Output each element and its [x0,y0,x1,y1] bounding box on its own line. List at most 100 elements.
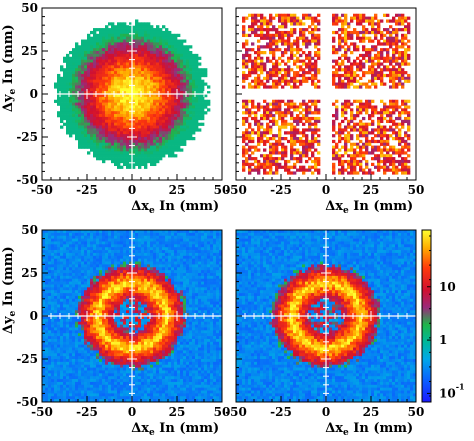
heatmap-cell [177,68,181,72]
heatmap-cell [314,108,318,112]
heatmap-cell [90,85,94,89]
heatmap-cell [266,154,270,158]
heatmap-cell [114,88,118,92]
heatmap-cell [162,232,166,237]
heatmap-cell [174,36,178,40]
heatmap-cell [84,42,88,46]
heatmap-cell [254,16,258,20]
heatmap-cell [126,273,130,277]
heatmap-cell [377,119,381,124]
heatmap-cell [120,51,124,55]
heatmap-cell [242,59,246,63]
heatmap-cell [219,261,223,265]
heatmap-cell [383,171,387,175]
heatmap-cell [144,128,148,132]
heatmap-cell [245,157,249,161]
heatmap-cell [69,73,73,78]
heatmap-cell [356,56,360,60]
heatmap-cell [263,16,267,20]
heatmap-cell [90,82,94,86]
heatmap-cell [198,230,202,234]
heatmap-cell [120,238,124,242]
heatmap-cell [251,30,255,35]
heatmap-cell [362,142,366,146]
heatmap-cell [123,30,127,35]
heatmap-cell [356,36,360,40]
heatmap-cell [84,122,88,126]
heatmap-cell [180,108,184,112]
heatmap-cell [335,19,339,23]
heatmap-cell [332,73,336,78]
heatmap-cell [395,125,399,129]
heatmap-cell [242,122,246,126]
heatmap-cell [341,36,345,40]
heatmap-cell [353,168,357,172]
heatmap-cell [195,270,199,274]
heatmap-cell [245,73,249,78]
heatmap-cell [96,51,100,55]
heatmap-cell [266,131,270,135]
heatmap-cell [272,48,276,52]
heatmap-cell [150,159,154,164]
heatmap-cell [129,111,133,115]
heatmap-cell [144,82,148,86]
heatmap-cell [132,264,136,268]
heatmap-cell [93,51,97,55]
heatmap-cell [335,131,339,135]
heatmap-cell [350,168,354,172]
heatmap-cell [72,252,76,257]
heatmap-cell [278,79,282,83]
heatmap-cell [395,36,399,40]
heatmap-cell [111,91,115,95]
heatmap-cell [257,62,261,66]
heatmap-cell [272,105,276,109]
heatmap-cell [45,258,49,262]
heatmap-cell [81,53,85,58]
heatmap-cell [105,125,109,129]
heatmap-cell [263,33,267,38]
heatmap-cell [302,171,306,175]
heatmap-cell [278,116,282,121]
heatmap-cell [386,48,390,52]
heatmap-cell [168,85,172,89]
heatmap-cell [84,267,88,271]
heatmap-cell [153,162,157,167]
heatmap-cell [147,157,151,161]
heatmap-cell [248,56,252,60]
heatmap-cell [144,62,148,66]
heatmap-cell [380,154,384,158]
heatmap-cell [314,82,318,86]
heatmap-cell [278,128,282,132]
heatmap-cell [177,273,181,277]
heatmap-cell [305,56,309,60]
heatmap-cell [290,116,294,121]
heatmap-cell [254,65,258,69]
heatmap-cell [132,137,136,141]
heatmap-cell [177,250,181,254]
heatmap-cell [192,238,196,242]
heatmap-cell [272,145,276,149]
heatmap-cell [69,82,73,86]
heatmap-cell [332,134,336,138]
heatmap-cell [260,28,264,32]
heatmap-cell [78,116,82,121]
heatmap-cell [69,99,73,103]
heatmap-cell [401,145,405,149]
heatmap-cell [66,111,70,115]
heatmap-cell [374,68,378,72]
heatmap-cell [290,85,294,89]
heatmap-cell [278,162,282,167]
x-axis-title: Δxe In (mm) [325,199,413,216]
heatmap-cell [111,39,115,43]
heatmap-cell [96,99,100,103]
heatmap-cell [177,108,181,112]
heatmap-cell [332,139,336,144]
heatmap-cell [162,255,166,260]
heatmap-cell [117,53,121,58]
heatmap-cell [365,28,369,32]
heatmap-cell [138,39,142,43]
heatmap-cell [189,94,193,98]
heatmap-cell [111,142,115,146]
heatmap-cell [180,62,184,66]
heatmap-cell [111,131,115,135]
